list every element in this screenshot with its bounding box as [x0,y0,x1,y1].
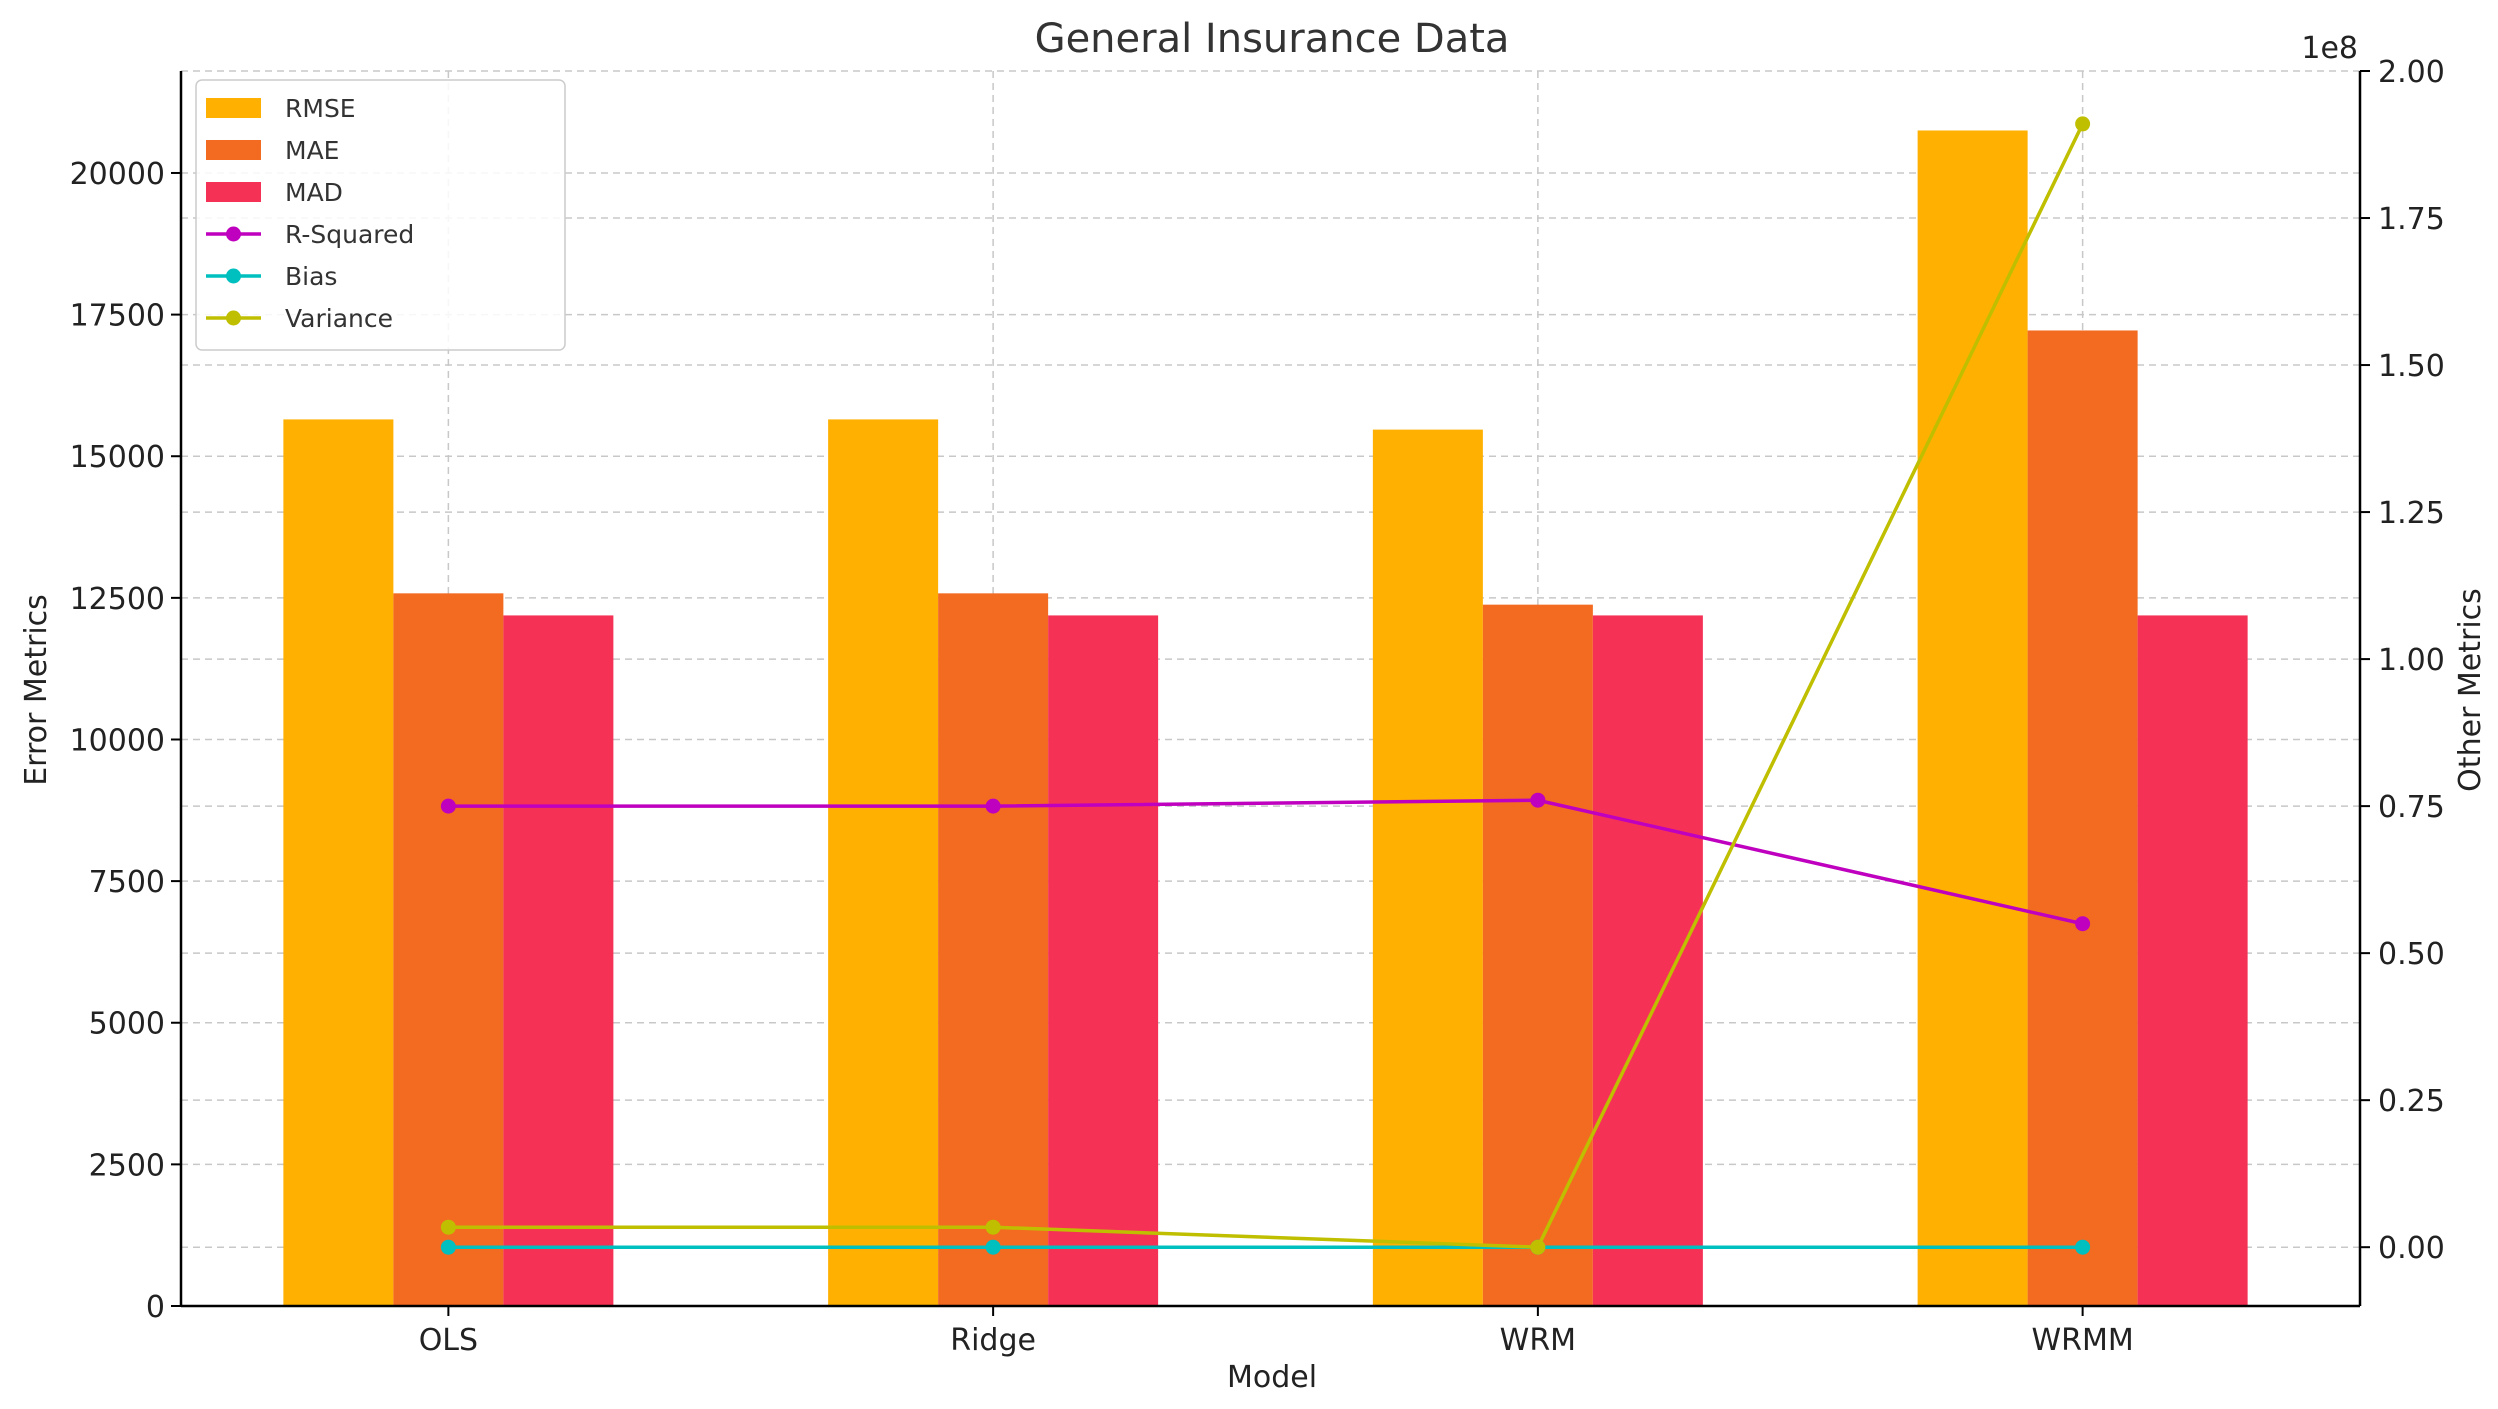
x-tick-label-wrmm: WRMM [2031,1323,2133,1358]
legend-label-mad: MAD [285,178,343,207]
legend-marker-variance [226,310,241,326]
y-tick-label-1: 2500 [89,1148,165,1183]
y2-tick-label-3: 0.75 [2378,790,2445,825]
point-bias-ridge [985,1239,1001,1255]
y2-tick-label-8: 2.00 [2378,55,2445,90]
y2-tick-label-6: 1.50 [2378,349,2445,384]
y2-tick-label-5: 1.25 [2378,496,2445,531]
legend-label-r-squared: R-Squared [285,220,414,249]
line-variance [448,123,2085,1249]
y2-axis-label: Other Metrics [2453,588,2488,792]
bar-mad-wrmm [2137,615,2248,1306]
point-bias-wrmm [2075,1239,2091,1255]
bar-mae-ols [393,593,504,1306]
legend-label-bias: Bias [285,262,337,291]
bar-mae-wrmm [2027,330,2138,1306]
bar-mae-wrm [1482,604,1593,1306]
point-variance-wrmm [2075,116,2091,132]
y-tick-label-6: 15000 [70,440,165,475]
y-axis-label: Error Metrics [19,594,54,786]
bar-mae-ridge [938,593,1049,1306]
point-r-squared-ols [440,798,456,814]
x-tick-label-ols: OLS [419,1323,478,1358]
y-tick-label-4: 10000 [70,723,165,758]
legend-frame [195,79,566,351]
axes-layer: 0 2500 5000 7500 10000 12500 15000 17500 20000 0.… [70,55,2445,1358]
legend-marker-bias [226,268,241,284]
y2-tick-label-2: 0.50 [2378,937,2445,972]
bar-mad-wrm [1592,615,1703,1306]
y-tick-label-3: 7500 [89,865,165,900]
y-tick-label-2: 5000 [89,1007,165,1042]
bar-rmse-ols [283,419,394,1306]
line-r-squared [448,798,2084,926]
x-tick-label-ridge: Ridge [950,1323,1036,1358]
y2-tick-label-4: 1.00 [2378,643,2445,678]
legend-marker-r-squared [226,226,241,242]
legend: RMSE MAE MAD R-Squared Bias Variance [195,79,566,351]
bar-rmse-wrm [1372,429,1483,1306]
y2-offset-text: 1e8 [2301,31,2358,66]
bars-layer [283,130,2248,1307]
x-tick-label-wrm: WRM [1500,1323,1576,1358]
y-tick-label-0: 0 [146,1290,165,1325]
point-variance-wrm [1530,1239,1546,1255]
bar-rmse-ridge [828,419,939,1306]
legend-label-variance: Variance [285,304,393,333]
bar-mad-ols [503,615,614,1306]
legend-swatch-mae [206,140,261,160]
x-axis-label: Model [1227,1360,1317,1395]
bar-mad-ridge [1048,615,1159,1306]
point-r-squared-wrmm [2075,916,2091,932]
y2-tick-label-0: 0.00 [2378,1231,2445,1266]
legend-swatch-rmse [206,98,261,118]
y-tick-label-5: 12500 [70,582,165,617]
chart-title: General Insurance Data [1035,16,1510,62]
legend-label-mae: MAE [285,136,339,165]
y-tick-label-7: 17500 [70,299,165,334]
point-bias-ols [440,1239,456,1255]
y2-tick-label-1: 0.25 [2378,1084,2445,1119]
legend-swatch-mad [206,182,261,202]
bar-rmse-wrmm [1917,130,2028,1307]
point-r-squared-wrm [1530,792,1546,808]
y-tick-label-8: 20000 [70,157,165,192]
legend-label-rmse: RMSE [285,94,356,123]
point-variance-ridge [985,1219,1001,1235]
lines-layer [440,116,2091,1255]
point-r-squared-ridge [985,798,1001,814]
point-variance-ols [440,1219,456,1235]
y2-tick-label-7: 1.75 [2378,202,2445,237]
